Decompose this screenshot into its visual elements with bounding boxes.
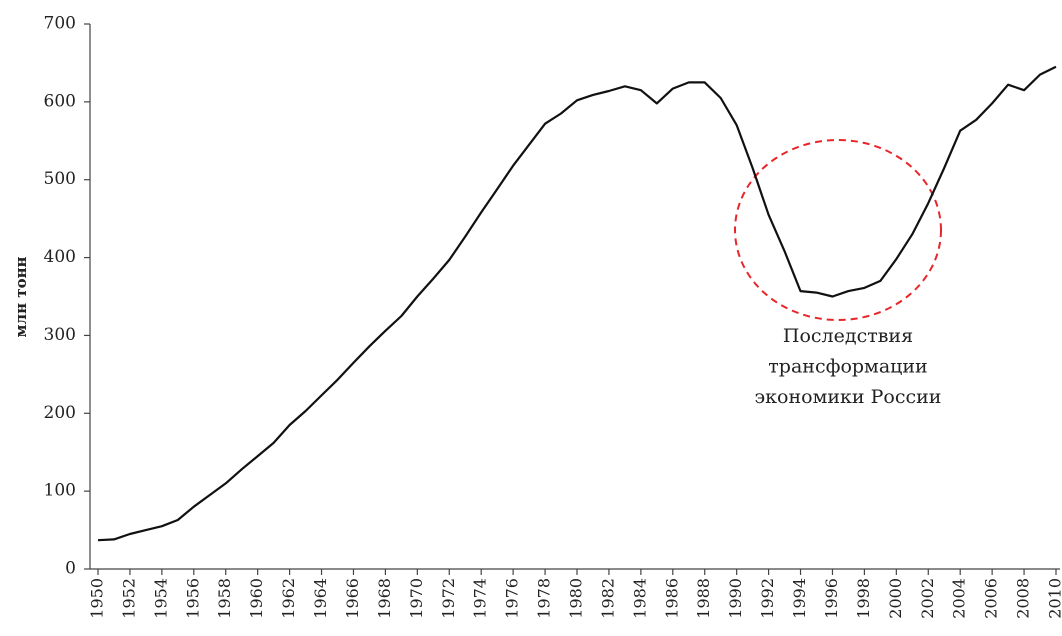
highlight-circle bbox=[734, 139, 942, 321]
x-tick-label: 2006 bbox=[982, 578, 1001, 619]
x-tick-label: 1966 bbox=[343, 578, 362, 619]
data-line bbox=[97, 65, 1057, 542]
annotation: экономики России bbox=[755, 386, 942, 408]
x-tick-label: 1954 bbox=[151, 578, 170, 619]
y-tick-label: 200 bbox=[44, 403, 76, 423]
x-tick-label: 2004 bbox=[950, 578, 969, 619]
y-tick-label: 400 bbox=[44, 247, 76, 267]
x-tick-label: 1998 bbox=[854, 578, 873, 619]
x-tick-label: 2010 bbox=[1046, 578, 1062, 619]
x-tick-label: 1958 bbox=[215, 578, 234, 619]
x-tick-label: 1978 bbox=[535, 578, 554, 619]
annotation: Последствия bbox=[783, 325, 913, 347]
x-tick-label: 1956 bbox=[183, 578, 202, 619]
x-tick-label: 1996 bbox=[822, 578, 841, 619]
x-tick-label: 1986 bbox=[662, 578, 681, 619]
annotation: трансформации bbox=[768, 356, 927, 378]
y-tick-label: 500 bbox=[44, 169, 76, 189]
x-tick-label: 1988 bbox=[694, 578, 713, 619]
x-tick-label: 1964 bbox=[311, 578, 330, 619]
x-tick-label: 1952 bbox=[119, 578, 138, 619]
x-tick-label: 1992 bbox=[758, 578, 777, 619]
x-tick-label: 1994 bbox=[790, 578, 809, 619]
x-tick-label: 1982 bbox=[598, 578, 617, 619]
x-tick-label: 2000 bbox=[886, 578, 905, 619]
y-tick-label: 100 bbox=[44, 481, 76, 501]
x-tick-label: 1980 bbox=[567, 578, 586, 619]
x-tick-label: 2002 bbox=[918, 578, 937, 619]
x-tick-label: 1960 bbox=[247, 578, 266, 619]
x-tick-label: 1976 bbox=[503, 578, 522, 619]
y-axis-label: млн тонн bbox=[12, 256, 30, 337]
x-tick-label: 1970 bbox=[407, 578, 426, 619]
y-tick-label: 300 bbox=[44, 325, 76, 345]
x-tick-label: 1950 bbox=[88, 578, 107, 619]
x-tick-label: 1968 bbox=[375, 578, 394, 619]
y-tick-label: 700 bbox=[44, 14, 76, 34]
x-tick-label: 1974 bbox=[471, 578, 490, 619]
x-tick-label: 1984 bbox=[630, 578, 649, 619]
x-tick-label: 1990 bbox=[726, 578, 745, 619]
x-tick-label: 1962 bbox=[279, 578, 298, 619]
x-tick-label: 2008 bbox=[1014, 578, 1033, 619]
x-tick-label: 1972 bbox=[439, 578, 458, 619]
y-tick-label: 600 bbox=[44, 91, 76, 111]
y-tick-label: 0 bbox=[65, 559, 76, 579]
